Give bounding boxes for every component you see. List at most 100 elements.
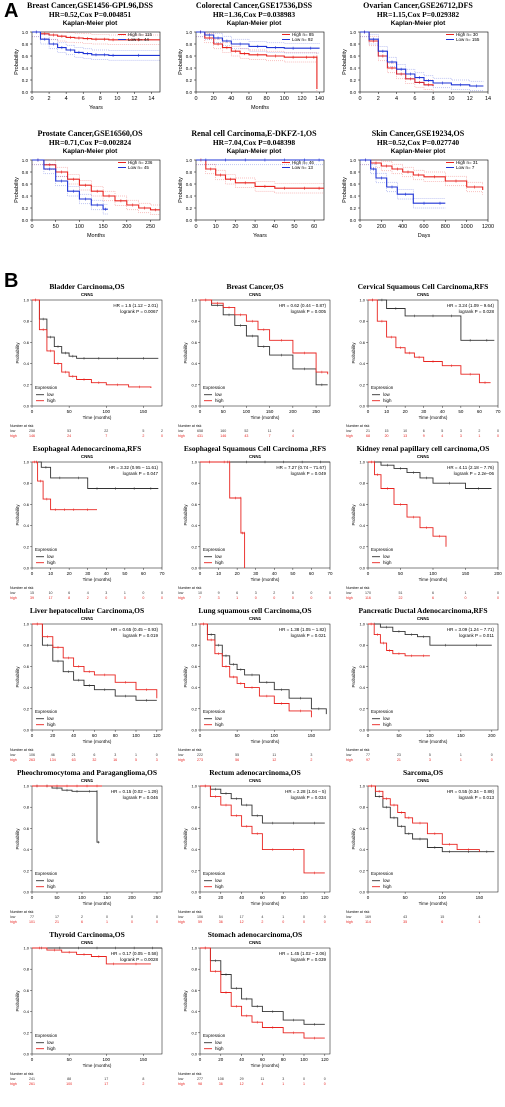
risk-value: 46 bbox=[51, 753, 55, 757]
x-tick-label: 50 bbox=[235, 733, 241, 738]
y-tick-label: 0.2 bbox=[350, 78, 357, 83]
risk-value: 170 bbox=[365, 591, 371, 595]
km-panel-b-3: Cervical Squamous Cell Carcinoma,RFS CNN1… bbox=[344, 282, 502, 442]
x-axis-label: Time (months) bbox=[419, 739, 448, 744]
y-tick-label: 0.4 bbox=[186, 66, 193, 71]
km-panel-a-4: Prostate Cancer,GSE16560,OS HR=0.71,Cox P… bbox=[10, 128, 170, 256]
y-tick-label: 0.4 bbox=[359, 685, 365, 690]
risk-value: 15 bbox=[385, 429, 389, 433]
risk-table-title: Number at risk bbox=[346, 424, 370, 428]
km-curve-high bbox=[368, 299, 491, 384]
y-tick-label: 0.8 bbox=[191, 643, 197, 648]
risk-value: 17 bbox=[104, 1077, 108, 1081]
risk-value: 1 bbox=[124, 591, 126, 595]
risk-value: 6 bbox=[432, 596, 434, 600]
legend-label: High n= 115 bbox=[128, 32, 153, 37]
risk-row-label: high bbox=[10, 1082, 17, 1086]
risk-value: 36 bbox=[219, 920, 223, 924]
chart-title: Renal cell Carcinoma,E-DKFZ-1,OS bbox=[191, 129, 317, 138]
risk-value: 2 bbox=[161, 429, 163, 433]
risk-value: 3 bbox=[114, 753, 116, 757]
y-tick-label: 1.0 bbox=[23, 298, 29, 303]
chart-km-label: Kaplan-Meier plot bbox=[226, 148, 282, 155]
y-tick-label: 0.4 bbox=[359, 847, 365, 852]
y-axis-label: Probability bbox=[342, 177, 348, 203]
y-tick-label: 0.4 bbox=[191, 523, 197, 528]
y-tick-label: 0.8 bbox=[191, 481, 197, 486]
x-tick-label: 60 bbox=[311, 224, 317, 230]
risk-value: 0 bbox=[131, 915, 133, 919]
risk-row-label: high bbox=[10, 920, 17, 924]
risk-value: 0 bbox=[273, 596, 275, 600]
risk-table-title: Number at risk bbox=[10, 586, 34, 590]
km-ci-lower bbox=[196, 36, 318, 92]
risk-value: 0 bbox=[329, 596, 331, 600]
chart-title: Esophageal Squamous Cell Carcinoma ,RFS bbox=[183, 444, 327, 453]
y-tick-label: 1.0 bbox=[22, 158, 29, 163]
risk-value: 5 bbox=[441, 429, 443, 433]
y-tick-label: 0.4 bbox=[191, 361, 197, 366]
x-axis-label: Time (months) bbox=[83, 415, 112, 420]
km-ci-lower bbox=[360, 36, 434, 91]
risk-row-label: low bbox=[10, 753, 16, 757]
km-ci-upper bbox=[196, 159, 324, 184]
y-tick-label: 0.8 bbox=[191, 319, 197, 324]
km-plot: 0.0 0.2 0.4 0.6 0.8 1.0 0 50 100 150 200 250 Time (m… bbox=[178, 298, 331, 438]
risk-value: 36 bbox=[219, 1082, 223, 1086]
x-tick-label: 100 bbox=[75, 224, 84, 230]
km-plot: 0.0 0.2 0.4 0.6 0.8 1.0 0 10 20 30 40 50 60 Years Prob… bbox=[178, 158, 325, 239]
x-tick-label: 12 bbox=[131, 96, 137, 102]
km-ci-lower bbox=[32, 164, 160, 215]
x-axis-label: Time (months) bbox=[251, 901, 280, 906]
risk-value: 77 bbox=[366, 753, 370, 757]
y-tick-label: 0.8 bbox=[359, 481, 365, 486]
risk-value: 43 bbox=[403, 915, 407, 919]
risk-value: 10 bbox=[403, 429, 407, 433]
logrank-label: logrank P = 0.049 bbox=[291, 471, 327, 476]
x-tick-label: 10 bbox=[448, 96, 454, 102]
km-curve-high bbox=[32, 31, 160, 41]
risk-value: 4 bbox=[478, 915, 480, 919]
y-tick-label: 0.0 bbox=[350, 218, 357, 223]
legend-title: Expression bbox=[35, 385, 58, 390]
x-axis-label: Time (months) bbox=[251, 1063, 280, 1068]
x-tick-label: 1200 bbox=[482, 224, 494, 230]
y-axis-label: Probability bbox=[183, 828, 188, 850]
y-tick-label: 0.6 bbox=[350, 182, 357, 187]
y-tick-label: 0.0 bbox=[22, 218, 29, 223]
legend-label: High n= 46 bbox=[292, 160, 314, 165]
risk-value: 0 bbox=[324, 915, 326, 919]
plot-frame bbox=[31, 461, 163, 569]
y-tick-label: 0.4 bbox=[22, 194, 29, 199]
legend-label: high bbox=[383, 884, 392, 889]
risk-value: 98 bbox=[198, 1082, 202, 1086]
risk-value: 9 bbox=[423, 434, 425, 438]
risk-value: 3 bbox=[429, 758, 431, 762]
risk-value: 0 bbox=[282, 920, 284, 924]
risk-table-title: Number at risk bbox=[346, 910, 370, 914]
y-tick-label: 0.4 bbox=[23, 523, 29, 528]
y-tick-label: 0.4 bbox=[350, 194, 357, 199]
y-tick-label: 0.8 bbox=[350, 42, 357, 47]
km-curve-high bbox=[368, 785, 480, 852]
risk-value: 4 bbox=[261, 915, 263, 919]
y-tick-label: 0.8 bbox=[191, 967, 197, 972]
plot-frame bbox=[31, 623, 163, 731]
km-panel-b-2: Breast Cancer,OS CNN1 0.0 0.2 0.4 0.6 0.8 1.0 0 5… bbox=[176, 282, 334, 442]
legend-label: high bbox=[47, 722, 56, 727]
risk-value: 146 bbox=[29, 434, 35, 438]
x-tick-label: 20 bbox=[403, 409, 409, 414]
km-curve-high bbox=[32, 461, 97, 511]
y-axis-label: Probability bbox=[178, 49, 184, 75]
x-tick-label: 100 bbox=[280, 96, 289, 102]
risk-value: 0 bbox=[156, 915, 158, 919]
km-curve-high bbox=[32, 299, 152, 388]
legend-label: high bbox=[383, 398, 392, 403]
risk-row-label: low bbox=[178, 429, 184, 433]
y-tick-label: 0.0 bbox=[191, 566, 197, 571]
risk-value: 0 bbox=[497, 591, 499, 595]
risk-value: 0 bbox=[491, 753, 493, 757]
hr-label: HR = 7.27 (0.74 – 71.67) bbox=[276, 465, 326, 470]
y-axis-label: Probability bbox=[351, 504, 356, 526]
x-tick-label: 100 bbox=[300, 1057, 308, 1062]
